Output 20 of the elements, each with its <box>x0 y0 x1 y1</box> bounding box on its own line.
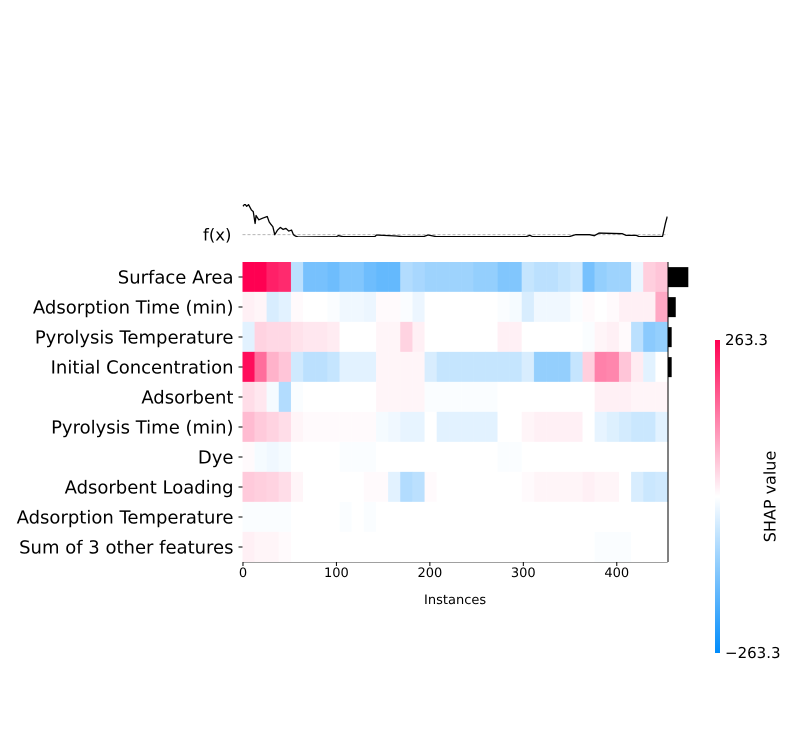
y-tick-label: Adsorbent Loading <box>64 477 234 498</box>
y-axis-title: f(x) <box>203 226 232 244</box>
x-tick-label: 100 <box>324 566 349 582</box>
x-tick-label: 0 <box>238 566 248 582</box>
color-bar-label: 263.3 <box>725 331 768 349</box>
y-tick-label: Initial Concentration <box>50 357 234 378</box>
y-tick-label: Adsorption Time (min) <box>32 297 234 318</box>
y-tick-label: Pyrolysis Temperature <box>34 327 234 348</box>
y-tick-label: Sum of 3 other features <box>19 537 234 558</box>
color-bar-title: SHAP value <box>760 450 780 542</box>
y-tick-label: Pyrolysis Time (min) <box>51 417 234 438</box>
y-tick-label: Surface Area <box>118 267 234 288</box>
x-tick-label: 200 <box>417 566 442 582</box>
y-tick-label: Adsorption Temperature <box>16 507 234 528</box>
x-tick-label: 400 <box>604 566 630 582</box>
color-bar-label: −263.3 <box>725 644 781 662</box>
x-tick-label: 300 <box>510 566 536 582</box>
y-tick-label: Adsorbent <box>141 387 234 408</box>
y-tick-label: Dye <box>198 447 234 468</box>
x-axis-title: Instances <box>424 593 486 608</box>
